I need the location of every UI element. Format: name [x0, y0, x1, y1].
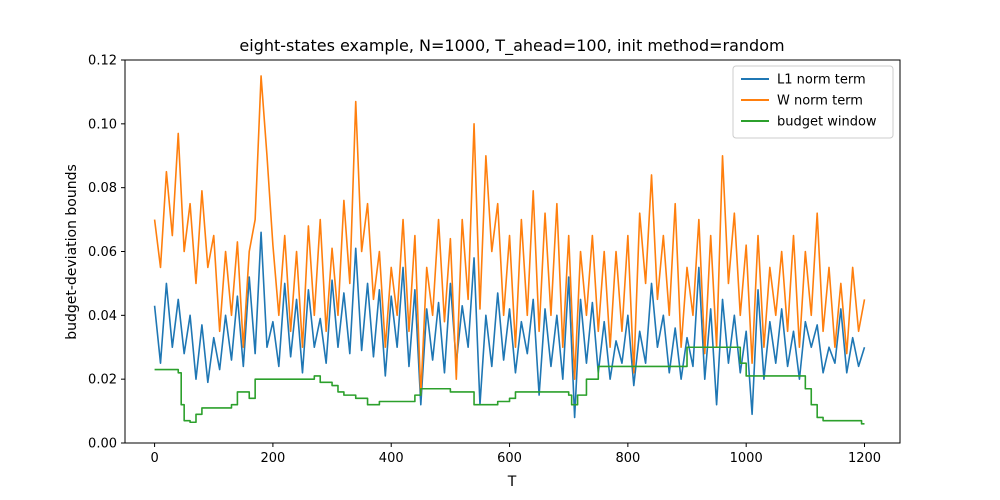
- legend-box: [732, 65, 894, 139]
- legend-label-l1-norm-term: L1 norm term: [777, 73, 866, 88]
- legend-label-w-norm-term: W norm term: [777, 94, 863, 109]
- x-tick-label: 200: [260, 451, 285, 466]
- legend-label-budget-window: budget window: [777, 115, 877, 130]
- x-tick-label: 1200: [848, 451, 881, 466]
- y-tick-label: 0.08: [88, 181, 117, 196]
- y-tick-label: 0.10: [88, 117, 117, 132]
- y-tick-label: 0.02: [88, 373, 117, 388]
- y-tick-label: 0.06: [88, 245, 117, 260]
- y-tick-label: 0.00: [88, 437, 117, 452]
- series-layer: [153, 75, 866, 425]
- x-tick-label: 0: [150, 451, 158, 466]
- x-tick-label: 1000: [730, 451, 763, 466]
- x-tick-label: 800: [615, 451, 640, 466]
- x-axis-ticks: 0 200 400 600 800 1000 1200: [150, 443, 881, 466]
- series-line-l1-norm-term: [153, 231, 866, 419]
- y-tick-label: 0.04: [88, 309, 117, 324]
- y-axis-ticks: 0.00 0.02 0.04 0.06 0.08 0.10 0.12: [88, 54, 125, 452]
- x-tick-label: 600: [497, 451, 522, 466]
- y-tick-label: 0.12: [88, 54, 117, 69]
- x-tick-label: 400: [379, 451, 404, 466]
- chart-title: eight-states example, N=1000, T_ahead=10…: [239, 36, 784, 56]
- series-line-budget-window: [154, 346, 865, 425]
- legend: L1 norm term W norm term budget window: [732, 65, 894, 139]
- series-line-w-norm-term: [153, 75, 866, 396]
- y-axis-label: budget-deviation bounds: [64, 164, 80, 340]
- x-axis-label: T: [507, 474, 517, 490]
